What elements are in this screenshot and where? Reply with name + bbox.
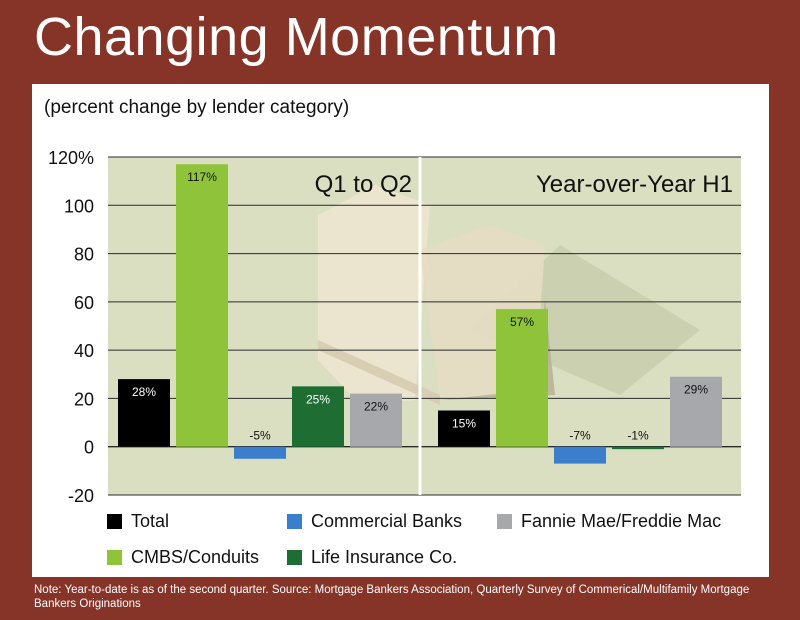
y-tick-label: 80 bbox=[74, 245, 94, 265]
legend-item-commercial-banks: Commercial Banks bbox=[287, 511, 462, 532]
panel-title: Q1 to Q2 bbox=[315, 171, 412, 198]
legend-label-fannie-freddie: Fannie Mae/Freddie Mac bbox=[521, 511, 722, 531]
legend-label-commercial-banks: Commercial Banks bbox=[311, 511, 463, 531]
y-tick-label: 60 bbox=[74, 293, 94, 313]
data-label: 28% bbox=[132, 385, 156, 399]
legend-swatch-total bbox=[107, 514, 122, 529]
bar bbox=[176, 164, 228, 447]
y-tick-label: 20 bbox=[74, 389, 94, 409]
chart-title: Changing Momentum bbox=[34, 7, 559, 67]
data-label: 29% bbox=[684, 383, 708, 397]
legend-item-total: Total bbox=[107, 511, 169, 532]
data-label: -1% bbox=[627, 429, 649, 443]
bar bbox=[350, 393, 402, 447]
y-tick-label: 0 bbox=[84, 438, 94, 458]
y-tick-label: 120% bbox=[48, 148, 94, 168]
bar bbox=[554, 446, 606, 464]
legend-label-life-insurance: Life Insurance Co. bbox=[311, 547, 458, 567]
legend-item-fannie-freddie: Fannie Mae/Freddie Mac bbox=[497, 511, 721, 532]
source-note: Note: Year-to-date is as of the second q… bbox=[34, 584, 750, 610]
bar bbox=[292, 386, 344, 447]
panel-title: Year-over-Year H1 bbox=[536, 171, 733, 198]
legend-label-total: Total bbox=[131, 511, 170, 531]
data-label: 117% bbox=[187, 170, 217, 184]
bar bbox=[118, 379, 170, 447]
y-tick-label: 100 bbox=[64, 196, 94, 216]
bar bbox=[438, 410, 490, 447]
bar bbox=[496, 309, 548, 447]
data-label: 57% bbox=[510, 315, 534, 329]
chart-subtitle: (percent change by lender category) bbox=[44, 97, 350, 118]
data-label: 22% bbox=[364, 400, 388, 414]
bar bbox=[612, 446, 664, 450]
data-label: -5% bbox=[249, 429, 271, 443]
y-tick-label: 40 bbox=[74, 341, 94, 361]
bar bbox=[234, 446, 286, 459]
legend-item-life-insurance: Life Insurance Co. bbox=[287, 547, 457, 568]
y-tick-label: -20 bbox=[68, 486, 94, 506]
data-label: -7% bbox=[569, 429, 591, 443]
legend-swatch-commercial-banks bbox=[287, 514, 302, 529]
legend-item-cmbs: CMBS/Conduits bbox=[107, 547, 259, 568]
building-illustration-part-4 bbox=[318, 340, 440, 405]
data-label: 15% bbox=[452, 417, 476, 431]
bar bbox=[670, 376, 722, 447]
legend-swatch-cmbs bbox=[107, 550, 122, 565]
legend-label-cmbs: CMBS/Conduits bbox=[131, 547, 260, 567]
legend-swatch-life-insurance bbox=[287, 550, 302, 565]
data-label: 25% bbox=[306, 392, 330, 406]
legend-swatch-fannie-freddie bbox=[497, 514, 512, 529]
